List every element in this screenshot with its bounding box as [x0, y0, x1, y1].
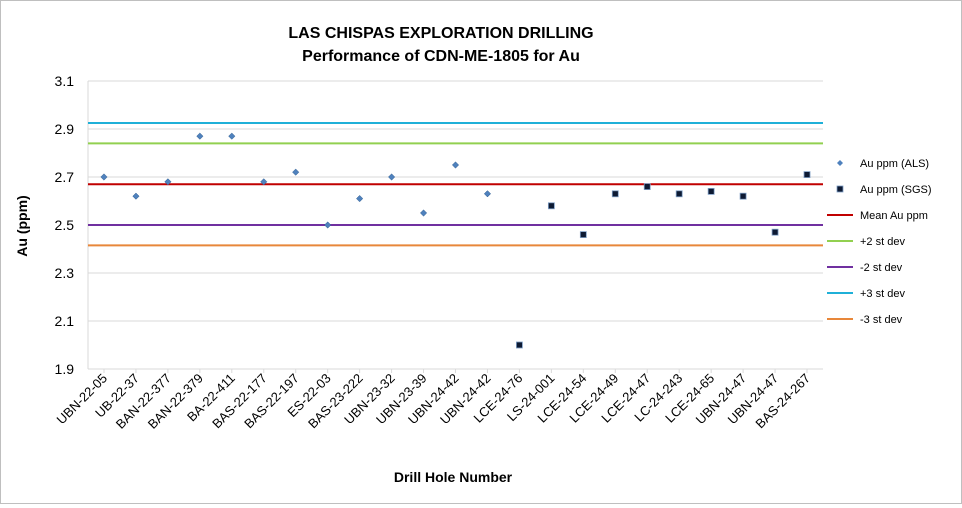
y-tick-label: 2.1	[55, 313, 75, 329]
reference-lines	[88, 122, 823, 247]
legend-label: Au ppm (ALS)	[860, 158, 929, 170]
legend-sgs-marker	[836, 185, 844, 193]
legend-label: +3 st dev	[860, 288, 905, 300]
x-tick-labels: UBN-22-05UB-22-37BAN-22-377BAN-22-379BA-…	[54, 371, 814, 432]
als-point	[388, 173, 396, 181]
als-point	[260, 178, 268, 186]
sgs-point	[611, 190, 619, 198]
legend-als-marker	[837, 160, 843, 166]
als-point	[164, 178, 172, 186]
sgs-point	[707, 187, 715, 195]
als-point	[100, 173, 108, 181]
sgs-point	[803, 171, 811, 179]
als-point	[228, 132, 236, 140]
chart-title-line-2: Performance of CDN-ME-1805 for Au	[302, 48, 580, 65]
sgs-point	[516, 341, 523, 349]
als-point	[132, 192, 140, 200]
x-axis-title: Drill Hole Number	[394, 469, 513, 485]
y-tick-label: 2.7	[55, 169, 75, 185]
chart-title-line-1: LAS CHISPAS EXPLORATION DRILLING	[288, 25, 593, 42]
y-tick-label: 1.9	[55, 361, 75, 377]
als-point	[196, 132, 204, 140]
als-point	[292, 168, 300, 176]
sgs-point	[643, 183, 651, 191]
sgs-point	[579, 231, 587, 239]
legend-label: +2 st dev	[860, 236, 905, 248]
als-point	[451, 161, 460, 169]
gridlines	[87, 80, 823, 373]
data-points	[100, 132, 811, 349]
sgs-point	[771, 228, 779, 236]
sgs-point	[675, 190, 683, 198]
legend-label: -2 st dev	[860, 262, 903, 274]
sgs-point	[739, 192, 747, 200]
y-tick-label: 2.9	[55, 121, 75, 137]
y-tick-label: 2.3	[55, 265, 75, 281]
y-tick-label: 2.5	[55, 217, 75, 233]
y-axis-title: Au (ppm)	[14, 195, 30, 256]
legend-label: -3 st dev	[860, 314, 903, 326]
legend-label: Mean Au ppm	[860, 210, 928, 222]
als-point	[356, 195, 364, 203]
als-point	[324, 221, 332, 229]
als-point	[483, 190, 492, 198]
legend-label: Au ppm (SGS)	[860, 184, 932, 196]
y-tick-labels: 1.9 2.1 2.3 2.5 2.7 2.9 3.1	[55, 73, 75, 377]
sgs-point	[547, 202, 555, 210]
als-point	[419, 209, 428, 217]
y-tick-label: 3.1	[55, 73, 75, 89]
legend: Au ppm (ALS) Au ppm (SGS) Mean Au ppm +2 st…	[827, 158, 932, 326]
